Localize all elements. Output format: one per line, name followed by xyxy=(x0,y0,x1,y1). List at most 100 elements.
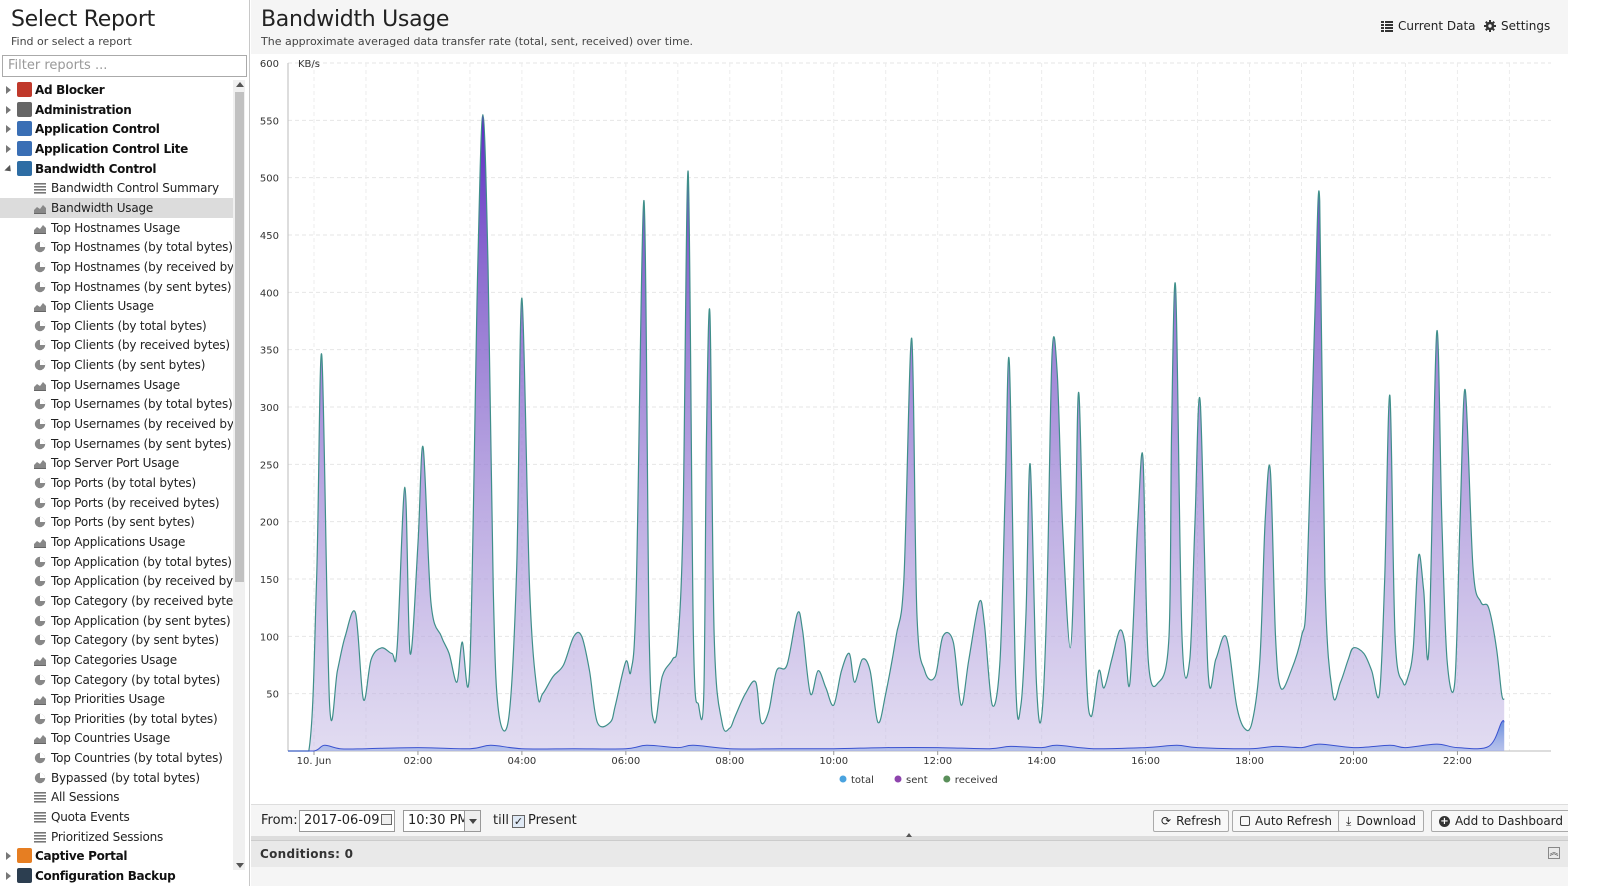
download-icon: ⤓ xyxy=(1346,813,1352,828)
calendar-icon[interactable] xyxy=(381,814,392,825)
report-item[interactable]: Top Server Port Usage xyxy=(0,453,234,473)
y-axis-label: KB/s xyxy=(298,59,320,70)
x-tick-label: 04:00 xyxy=(507,756,536,767)
expand-collapse-icon[interactable]: ︽ xyxy=(1548,847,1560,859)
report-item[interactable]: Bypassed (by total bytes) xyxy=(0,768,234,788)
report-item[interactable]: Top Category (by received bytes) xyxy=(0,591,234,611)
pie-chart-icon xyxy=(34,713,46,724)
report-item[interactable]: Top Application (by total bytes) xyxy=(0,552,234,572)
from-time-select[interactable]: 10:30 PM xyxy=(403,810,481,832)
report-item[interactable]: Top Categories Usage xyxy=(0,650,234,670)
list-icon xyxy=(34,792,46,803)
report-item-label: Top Ports (by sent bytes) xyxy=(51,515,195,530)
report-item[interactable]: Prioritized Sessions xyxy=(0,827,234,847)
report-item[interactable]: Bandwidth Usage xyxy=(0,197,234,218)
report-item[interactable]: Top Hostnames (by total bytes) xyxy=(0,237,234,257)
tree-collapsed-icon[interactable] xyxy=(6,872,11,880)
report-item[interactable]: Top Clients Usage xyxy=(0,296,234,316)
total-line xyxy=(287,113,1505,752)
area-chart-icon xyxy=(34,538,46,548)
report-item[interactable]: Quota Events xyxy=(0,807,234,827)
current-data-label: Current Data xyxy=(1398,19,1476,33)
settings-button[interactable]: Settings xyxy=(1484,19,1550,33)
filter-reports-input[interactable]: Filter reports ... xyxy=(2,55,247,77)
category-bandwidth-control[interactable]: Bandwidth Control xyxy=(0,159,234,179)
report-item[interactable]: Top Countries Usage xyxy=(0,728,234,748)
tree-scrollbar[interactable] xyxy=(233,80,245,870)
report-item-label: Top Hostnames (by received byte... xyxy=(51,259,234,274)
download-button[interactable]: ⤓ Download xyxy=(1338,810,1424,832)
category-application-control[interactable]: Application Control xyxy=(0,119,234,139)
x-tick-label: 16:00 xyxy=(1131,756,1160,767)
scroll-thumb[interactable] xyxy=(235,92,244,582)
x-tick-label: 22:00 xyxy=(1443,756,1472,767)
report-item-label: Top Countries (by total bytes) xyxy=(51,751,223,766)
report-item[interactable]: Top Category (by total bytes) xyxy=(0,670,234,690)
present-checkbox[interactable]: ✓ xyxy=(512,815,525,828)
category-captive-portal[interactable]: Captive Portal xyxy=(0,846,234,866)
area-chart-icon xyxy=(34,460,46,470)
report-item[interactable]: Top Clients (by total bytes) xyxy=(0,316,234,336)
report-item-label: Top Category (by sent bytes) xyxy=(51,633,219,648)
administration-icon xyxy=(17,101,32,117)
application-control-icon xyxy=(17,121,32,137)
chart-grid xyxy=(288,62,1551,751)
report-item[interactable]: All Sessions xyxy=(0,787,234,807)
report-item[interactable]: Bandwidth Control Summary xyxy=(0,178,234,198)
auto-refresh-button[interactable]: Auto Refresh xyxy=(1232,810,1340,832)
y-tick-label: 50 xyxy=(266,690,279,701)
report-item[interactable]: Top Category (by sent bytes) xyxy=(0,630,234,650)
category-application-control-lite[interactable]: Application Control Lite xyxy=(0,139,234,159)
legend-marker-total xyxy=(839,775,847,783)
conditions-bar[interactable]: Conditions: 0 ︽ xyxy=(251,840,1568,867)
report-item[interactable]: Top Application (by received bytes) xyxy=(0,571,234,591)
area-chart-icon xyxy=(34,696,46,706)
till-label: till xyxy=(493,813,509,828)
report-title: Bandwidth Usage xyxy=(261,7,450,32)
pie-chart-icon xyxy=(34,399,46,410)
add-to-dashboard-button[interactable]: + Add to Dashboard xyxy=(1431,810,1572,832)
refresh-button[interactable]: ⟳ Refresh xyxy=(1153,810,1230,832)
tree-collapsed-icon[interactable] xyxy=(6,144,11,153)
report-item[interactable]: Top Usernames (by sent bytes) xyxy=(0,434,234,454)
report-item[interactable]: Top Priorities Usage xyxy=(0,689,234,709)
tree-expanded-icon[interactable] xyxy=(4,164,14,174)
category-configuration-backup[interactable]: Configuration Backup xyxy=(0,866,234,886)
current-data-button[interactable]: Current Data xyxy=(1381,19,1476,33)
y-tick-label: 300 xyxy=(260,403,279,414)
report-item[interactable]: Top Usernames (by received bytes) xyxy=(0,414,234,434)
report-item[interactable]: Top Usernames Usage xyxy=(0,375,234,395)
scroll-down-arrow-icon[interactable] xyxy=(236,863,244,868)
report-item[interactable]: Top Priorities (by total bytes) xyxy=(0,709,234,729)
chevron-down-icon[interactable] xyxy=(464,811,480,831)
x-tick-label: 08:00 xyxy=(715,756,744,767)
x-tick-label: 12:00 xyxy=(923,756,952,767)
pie-chart-icon xyxy=(34,438,46,449)
report-item[interactable]: Top Ports (by received bytes) xyxy=(0,493,234,513)
report-item[interactable]: Top Hostnames (by sent bytes) xyxy=(0,277,234,297)
pie-chart-icon xyxy=(34,359,46,371)
pie-chart-icon xyxy=(34,320,46,331)
splitter-arrow-icon[interactable] xyxy=(906,833,912,837)
report-item[interactable]: Top Hostnames Usage xyxy=(0,218,234,238)
x-tick-label: 02:00 xyxy=(404,756,433,767)
gear-icon xyxy=(1484,20,1496,32)
report-item[interactable]: Top Ports (by total bytes) xyxy=(0,473,234,493)
report-item[interactable]: Top Ports (by sent bytes) xyxy=(0,512,234,532)
tree-collapsed-icon[interactable] xyxy=(6,105,11,114)
report-item[interactable]: Top Clients (by sent bytes) xyxy=(0,355,234,375)
scroll-up-arrow-icon[interactable] xyxy=(236,82,244,87)
report-item[interactable]: Top Countries (by total bytes) xyxy=(0,748,234,768)
report-item[interactable]: Top Clients (by received bytes) xyxy=(0,335,234,355)
report-item[interactable]: Top Applications Usage xyxy=(0,532,234,552)
panel-splitter[interactable] xyxy=(251,833,1568,840)
report-item[interactable]: Top Application (by sent bytes) xyxy=(0,611,234,631)
tree-collapsed-icon[interactable] xyxy=(6,86,11,94)
category-ad-blocker[interactable]: Ad Blocker xyxy=(0,80,234,100)
report-item[interactable]: Top Usernames (by total bytes) xyxy=(0,394,234,414)
tree-collapsed-icon[interactable] xyxy=(6,125,11,134)
report-item[interactable]: Top Hostnames (by received byte... xyxy=(0,257,234,277)
category-administration[interactable]: Administration xyxy=(0,100,234,120)
from-date-input[interactable]: 2017-06-09 xyxy=(299,810,395,832)
tree-collapsed-icon[interactable] xyxy=(6,852,11,861)
